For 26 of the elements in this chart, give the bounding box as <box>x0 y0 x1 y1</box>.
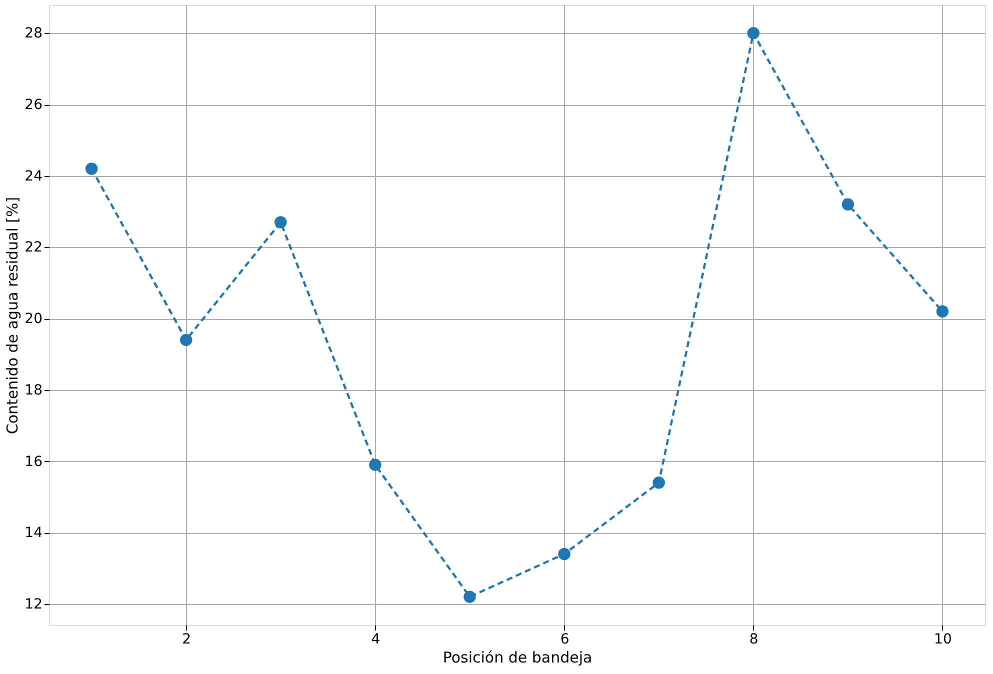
point <box>747 27 760 40</box>
point <box>464 590 476 603</box>
x-tick-label: 2 <box>182 632 192 648</box>
point <box>842 198 854 211</box>
y-tick-label: 16 <box>24 454 43 470</box>
y-tick-label: 26 <box>24 97 43 114</box>
y-tick-label: 20 <box>24 311 42 328</box>
y-tick-label: 28 <box>24 26 42 42</box>
x-axis-title: Posición de bandeja <box>442 648 592 666</box>
y-axis-title: Contenido de agua residual [%] <box>4 196 22 434</box>
point <box>558 548 570 560</box>
point <box>274 216 287 228</box>
y-tick-label: 24 <box>24 168 43 184</box>
point <box>936 305 949 318</box>
x-tick-label: 6 <box>560 632 570 648</box>
y-tick-label: 14 <box>24 525 43 542</box>
y-tick-label: 12 <box>24 596 42 612</box>
x-tick-label: 10 <box>934 632 952 648</box>
y-tick-label: 18 <box>24 382 42 398</box>
point <box>369 458 382 471</box>
y-tick-label: 22 <box>24 240 42 256</box>
point <box>652 476 665 489</box>
point <box>180 334 192 346</box>
x-tick-label: 4 <box>371 632 380 648</box>
x-tick-label: 8 <box>749 632 758 648</box>
point <box>85 162 98 175</box>
